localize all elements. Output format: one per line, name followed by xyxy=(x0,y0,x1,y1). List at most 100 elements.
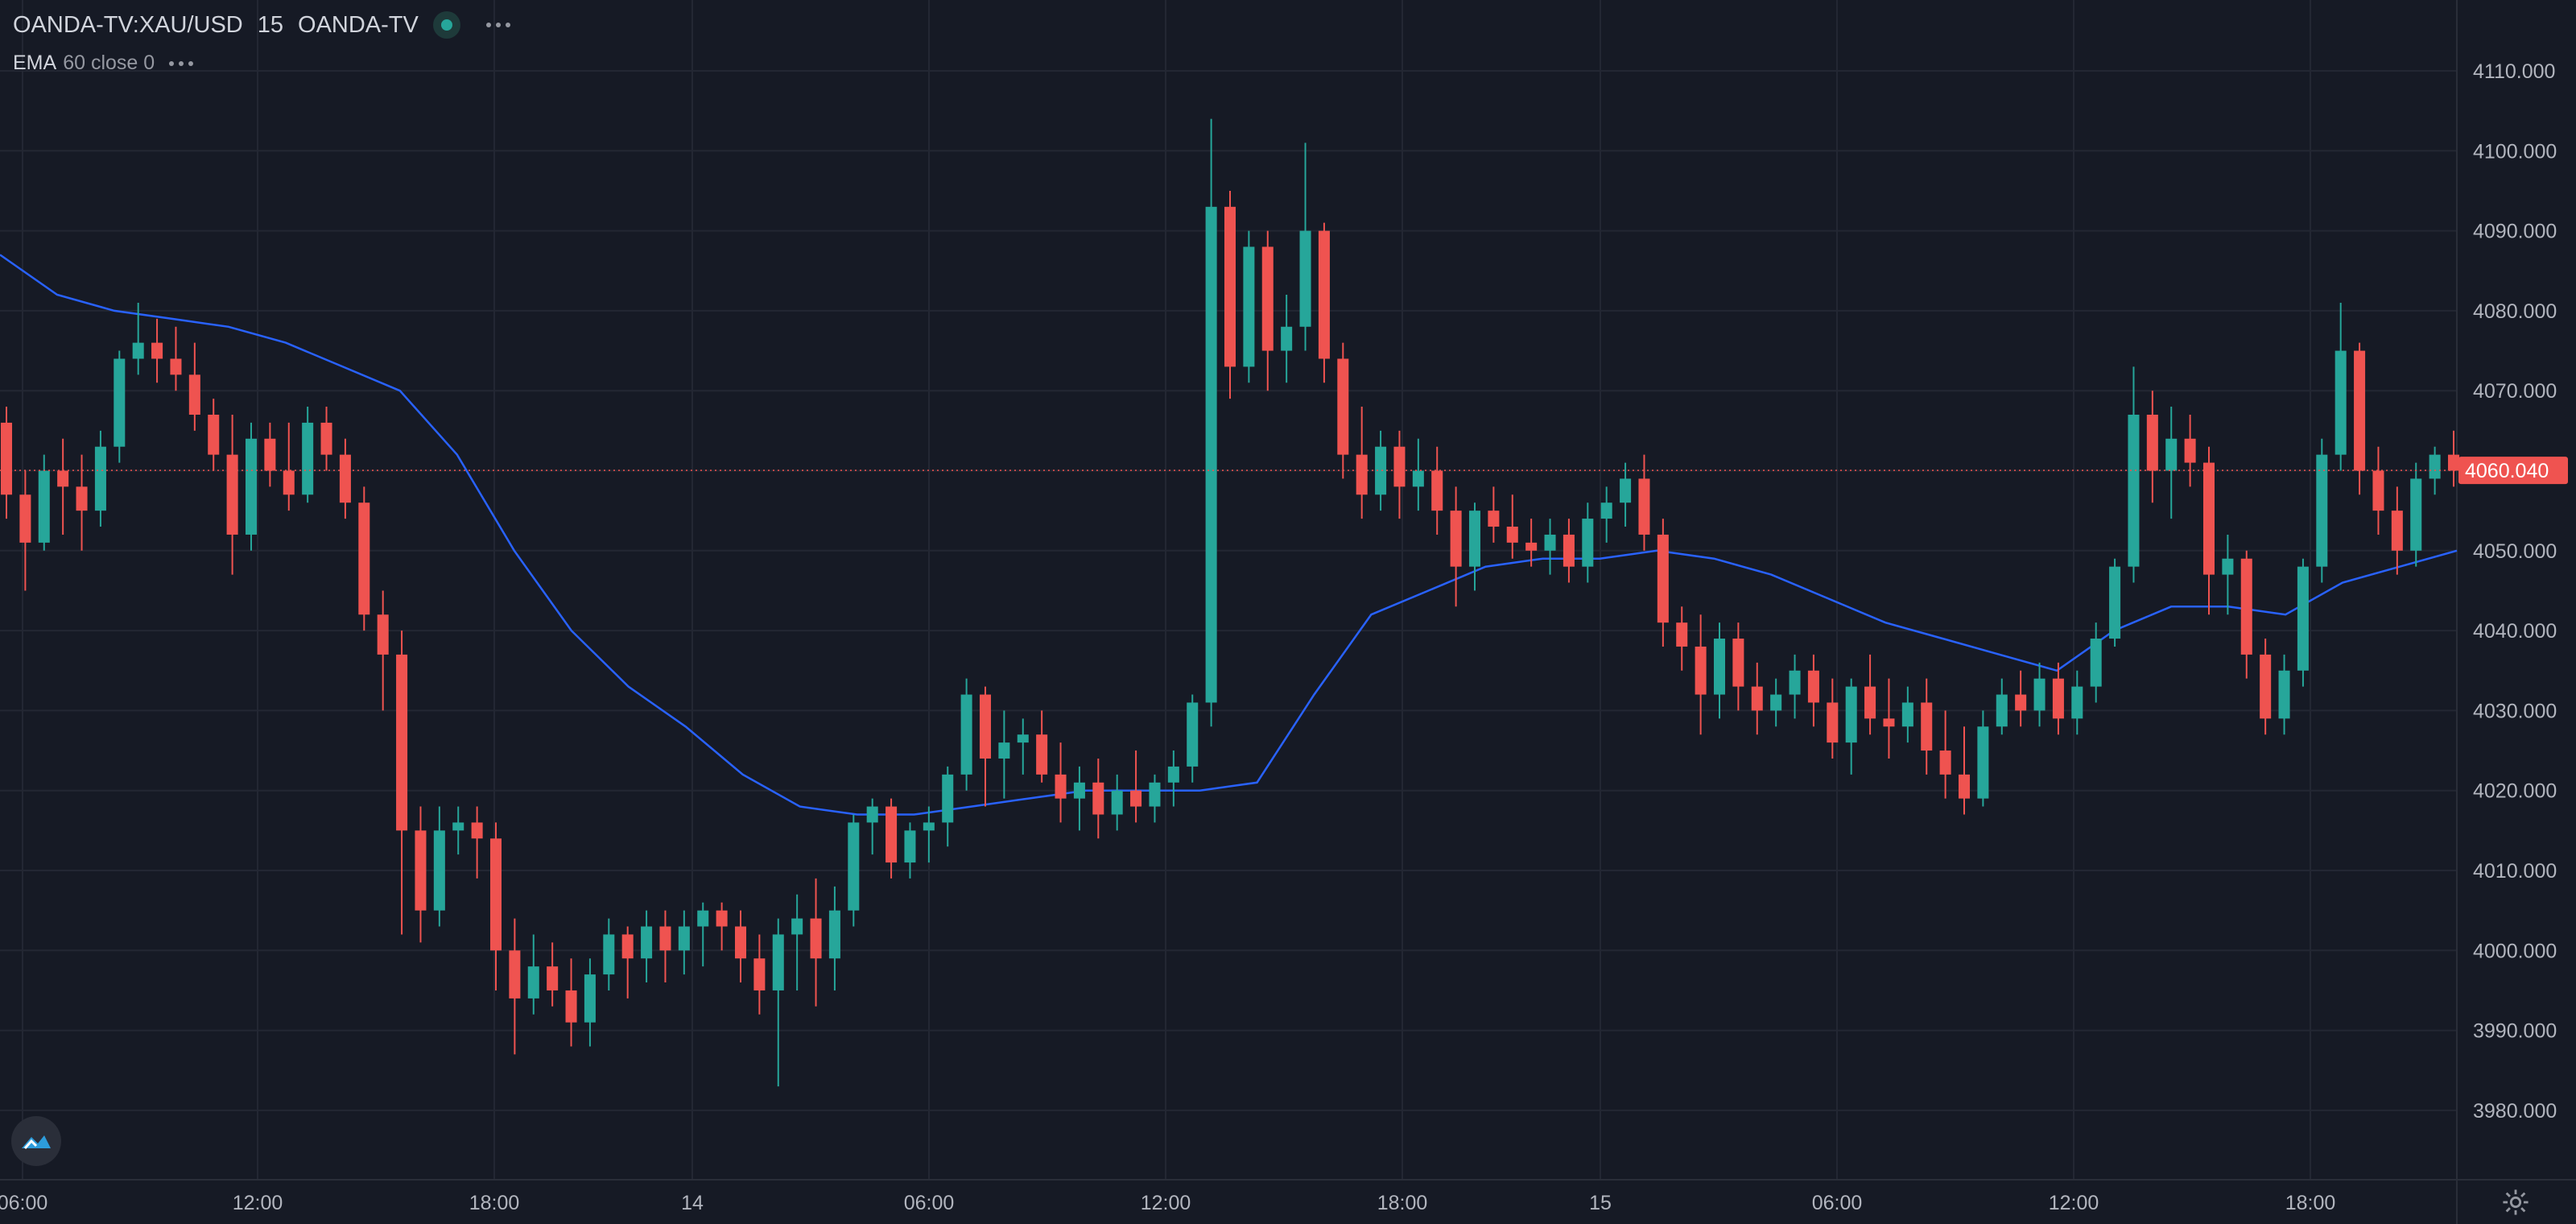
candle xyxy=(1224,190,1236,399)
candle-body xyxy=(2128,414,2140,567)
candle xyxy=(0,407,13,519)
interval-label[interactable]: 15 xyxy=(257,11,284,38)
symbol-legend[interactable]: OANDA-TV:XAU/USD 15 OANDA-TV xyxy=(13,11,510,39)
candle xyxy=(866,798,878,855)
candle xyxy=(2447,430,2460,487)
candle xyxy=(1883,678,1895,759)
candle xyxy=(208,399,220,471)
candle xyxy=(1393,430,1406,519)
candle xyxy=(76,454,88,551)
candle-body xyxy=(1582,519,1594,567)
candle-body xyxy=(264,438,276,471)
candle xyxy=(998,710,1010,799)
candle-body xyxy=(452,822,464,831)
candle-body xyxy=(2146,414,2158,471)
candle xyxy=(283,422,295,511)
candle xyxy=(2260,639,2272,735)
candle-body xyxy=(1676,622,1688,647)
candle-body xyxy=(1939,751,1951,775)
candle xyxy=(1318,222,1330,383)
candle xyxy=(2410,462,2422,567)
candle xyxy=(2052,662,2064,735)
candle xyxy=(57,438,69,535)
candle-body xyxy=(1864,686,1876,719)
candle-body xyxy=(603,934,615,975)
candle-body xyxy=(1261,246,1274,351)
candle xyxy=(245,422,258,551)
x-tick-label: 12:00 xyxy=(2049,1192,2099,1214)
candle xyxy=(19,470,31,591)
candle xyxy=(94,430,106,527)
candle xyxy=(188,342,200,431)
candle-body xyxy=(377,614,389,655)
symbol-name[interactable]: OANDA-TV:XAU/USD xyxy=(13,11,243,38)
candle-body xyxy=(1901,702,1913,727)
indicator-name[interactable]: EMA xyxy=(13,52,57,74)
candle xyxy=(810,878,822,1007)
candle xyxy=(1845,678,1857,775)
y-tick-label: 3990.000 xyxy=(2473,1020,2557,1043)
candle xyxy=(1657,519,1669,647)
candle-body xyxy=(1318,230,1330,359)
ema-path xyxy=(0,254,2458,816)
candle-body xyxy=(1393,446,1406,487)
candle xyxy=(415,806,427,943)
candle xyxy=(659,910,671,983)
candle-body xyxy=(2391,511,2403,551)
candle xyxy=(509,918,521,1055)
candle xyxy=(264,422,276,487)
candle xyxy=(734,910,747,983)
candle-body xyxy=(810,918,822,959)
ema-line xyxy=(0,254,2458,816)
candle xyxy=(641,910,653,983)
candle-body xyxy=(2447,454,2460,471)
candle-body xyxy=(1751,686,1763,711)
candle-body xyxy=(1883,718,1895,727)
candle xyxy=(1167,751,1179,807)
candle-body xyxy=(734,926,747,959)
candle-body xyxy=(396,654,408,831)
candle-body xyxy=(358,502,370,615)
candle-body xyxy=(132,342,144,359)
candle xyxy=(2334,302,2347,471)
y-tick-label: 4020.000 xyxy=(2473,780,2557,803)
candle xyxy=(1939,710,1951,799)
candle-body xyxy=(866,806,878,823)
candle xyxy=(339,438,351,519)
candle-body xyxy=(886,806,898,863)
indicator-more-icon[interactable] xyxy=(169,60,194,66)
gear-icon[interactable] xyxy=(2502,1189,2529,1216)
candle xyxy=(132,302,144,375)
candle xyxy=(1563,519,1575,583)
tradingview-cloud-logo[interactable] xyxy=(11,1116,61,1166)
candle-body xyxy=(584,974,596,1023)
candle-body xyxy=(94,446,106,511)
candle xyxy=(1789,654,1801,719)
candle-body xyxy=(1450,511,1462,567)
x-tick-label: 06:00 xyxy=(1812,1192,1863,1214)
candle-body xyxy=(2354,350,2366,471)
candle xyxy=(226,414,238,575)
candle-body xyxy=(1506,527,1518,543)
candle xyxy=(1375,430,1387,511)
candle-body xyxy=(1695,646,1707,695)
candle-body xyxy=(2165,438,2178,471)
indicator-legend[interactable]: EMA 60 close 0 xyxy=(13,52,194,75)
more-dots-icon[interactable] xyxy=(485,23,510,27)
y-tick-label: 4040.000 xyxy=(2473,620,2557,643)
candle xyxy=(621,926,634,999)
candle-body xyxy=(2316,454,2328,567)
x-tick-label: 18:00 xyxy=(469,1192,520,1214)
candle-body xyxy=(2240,558,2252,655)
candle xyxy=(1111,774,1123,831)
candle-body xyxy=(1827,702,1839,743)
candle xyxy=(358,486,370,631)
candle-body xyxy=(848,822,860,911)
candle-body xyxy=(1770,694,1782,711)
candle-body xyxy=(904,830,916,863)
candle-body xyxy=(1130,790,1142,807)
candle-body xyxy=(621,934,634,959)
candle-body xyxy=(1224,206,1236,367)
